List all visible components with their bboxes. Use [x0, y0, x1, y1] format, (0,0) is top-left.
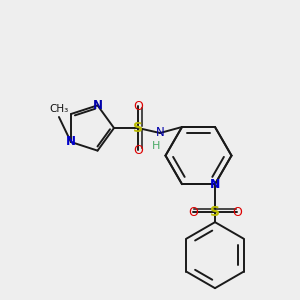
Text: CH₃: CH₃ — [49, 104, 69, 114]
Text: O: O — [232, 206, 242, 219]
Text: N: N — [93, 99, 103, 112]
Text: N: N — [156, 127, 164, 140]
Text: O: O — [133, 143, 143, 157]
Text: O: O — [188, 206, 198, 219]
Text: S: S — [210, 205, 220, 219]
Text: S: S — [133, 121, 143, 135]
Text: N: N — [210, 178, 220, 191]
Text: H: H — [152, 141, 160, 151]
Text: N: N — [66, 136, 76, 148]
Text: O: O — [133, 100, 143, 112]
